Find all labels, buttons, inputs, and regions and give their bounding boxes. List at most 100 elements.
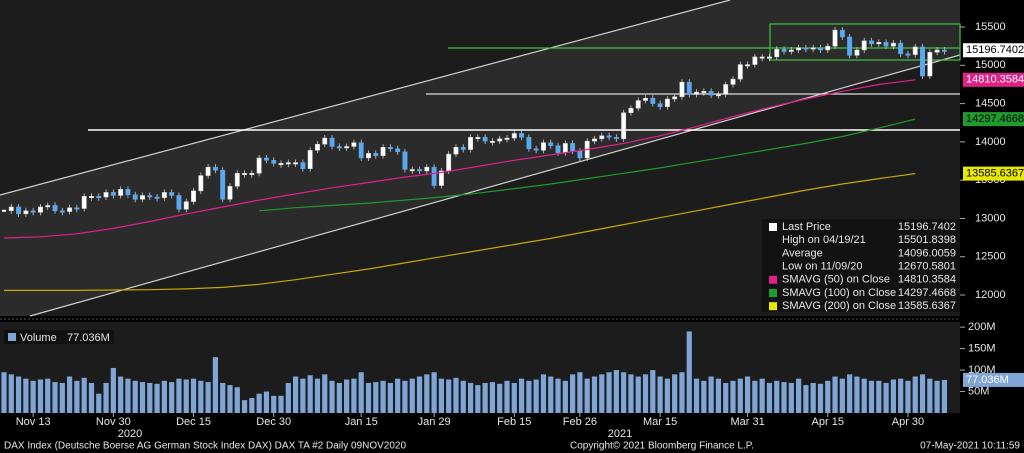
- volume-bar: [562, 380, 568, 413]
- x-tick-label: Apr 15: [812, 416, 844, 428]
- candle: [59, 210, 65, 213]
- candle: [38, 206, 43, 213]
- volume-bar: [52, 382, 58, 413]
- volume-bar: [817, 383, 824, 413]
- x-tick-label: Mar 15: [643, 416, 677, 428]
- candle: [431, 166, 437, 186]
- candle: [176, 195, 182, 210]
- volume-bar: [810, 382, 816, 413]
- candle: [482, 137, 488, 142]
- legend-label: Low on 11/09/20: [782, 261, 863, 273]
- volume-tag: [963, 372, 1024, 387]
- legend-label: High on 04/19/21: [782, 234, 866, 246]
- candle: [876, 42, 882, 45]
- candle: [52, 205, 58, 212]
- candle: [737, 64, 743, 80]
- value-tag: [963, 112, 1024, 127]
- volume-bar: [241, 400, 248, 413]
- volume-bar: [701, 380, 707, 413]
- candle: [322, 137, 328, 145]
- candle: [351, 142, 357, 147]
- volume-bar: [395, 378, 401, 413]
- volume-bar: [176, 378, 182, 413]
- volume-bar: [941, 379, 948, 413]
- candle: [672, 96, 678, 100]
- y-tick-label: 12500: [975, 251, 1006, 263]
- candle: [285, 162, 291, 165]
- candle: [161, 192, 167, 199]
- y-tick-label: 50M: [968, 385, 989, 397]
- legend-value: 15501.8398: [898, 234, 956, 246]
- candle: [708, 91, 714, 96]
- volume-bar: [81, 377, 87, 413]
- candle: [191, 190, 196, 202]
- candle: [205, 166, 211, 176]
- candle: [796, 47, 802, 51]
- volume-bar: [118, 376, 124, 413]
- candle: [336, 146, 342, 149]
- candle: [905, 53, 911, 56]
- candle: [541, 142, 546, 151]
- candle: [912, 46, 918, 55]
- candle: [395, 148, 401, 153]
- x-tick-label: Feb 15: [497, 416, 531, 428]
- candle: [715, 94, 721, 97]
- candle: [409, 169, 415, 172]
- candle: [16, 206, 22, 215]
- volume-bar: [584, 378, 590, 413]
- volume-bar: [890, 379, 896, 413]
- legend-value: 14810.3584: [898, 274, 956, 286]
- candle: [438, 170, 444, 186]
- volume-bar: [657, 376, 663, 413]
- y-tick-label: 12000: [975, 289, 1006, 301]
- volume-bar: [613, 370, 619, 413]
- candle: [759, 56, 765, 59]
- volume-bar: [927, 378, 933, 413]
- candle: [723, 84, 729, 95]
- legend-swatch: [769, 275, 777, 284]
- volume-bar: [460, 380, 466, 413]
- volume-bar: [766, 382, 773, 413]
- candle: [599, 135, 605, 140]
- volume-bar: [380, 380, 386, 413]
- legend-value: 14297.4668: [898, 287, 956, 299]
- candle: [628, 107, 634, 114]
- volume-bar: [642, 374, 649, 413]
- candle: [220, 169, 226, 200]
- candle: [920, 46, 925, 77]
- volume-bar: [190, 378, 197, 413]
- legend-value: 13585.6367: [898, 300, 956, 312]
- footer-center: Copyright© 2021 Bloomberg Finance L.P.: [570, 441, 754, 452]
- volume-bar: [825, 380, 831, 413]
- volume-bar: [839, 378, 845, 413]
- volume-bar: [752, 380, 758, 413]
- volume-bar: [358, 372, 364, 413]
- volume-bar: [212, 357, 219, 413]
- x-tick-label: Dec 15: [176, 416, 211, 428]
- volume-bar: [912, 376, 918, 413]
- volume-bar: [336, 382, 342, 413]
- volume-bar: [847, 374, 853, 413]
- candle: [446, 153, 452, 172]
- candle: [380, 146, 386, 156]
- value-tag-label: 14297.4668: [966, 113, 1024, 125]
- candle: [460, 146, 466, 150]
- volume-bar: [934, 380, 940, 413]
- volume-bar: [540, 374, 547, 413]
- candle: [519, 133, 525, 138]
- legend-label: Last Price: [782, 221, 831, 233]
- candle: [417, 169, 422, 172]
- volume-bar: [307, 375, 313, 413]
- candle: [424, 166, 430, 172]
- candle: [810, 47, 816, 50]
- candle: [74, 207, 80, 210]
- y-tick-label: 15500: [975, 21, 1006, 33]
- volume-bar: [905, 380, 911, 413]
- candle: [890, 42, 896, 47]
- volume-bar: [1, 372, 7, 413]
- y-tick-label: 150M: [968, 343, 996, 355]
- candle: [468, 137, 474, 150]
- volume-swatch: [8, 333, 16, 341]
- x-tick-label: Feb 26: [563, 416, 597, 428]
- candle: [329, 137, 335, 147]
